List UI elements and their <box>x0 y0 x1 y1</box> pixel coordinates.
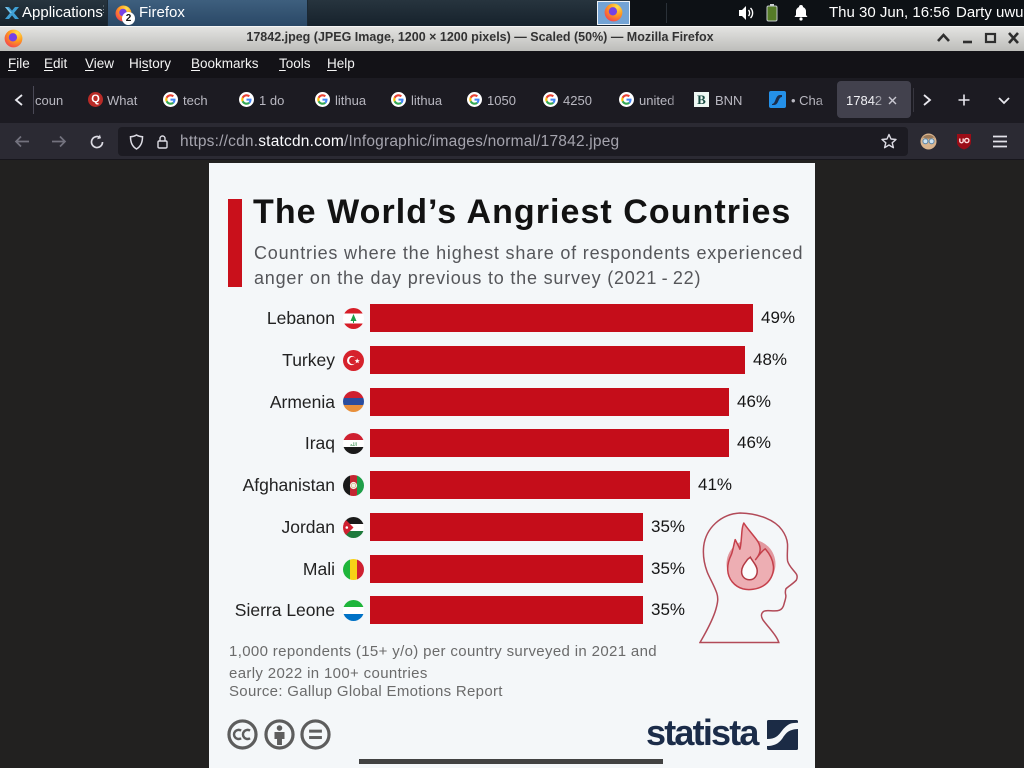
svg-text:الله: الله <box>350 442 357 448</box>
